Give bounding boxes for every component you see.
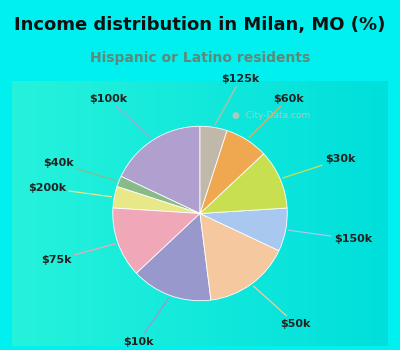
Wedge shape [121, 126, 200, 214]
Wedge shape [200, 131, 264, 214]
Wedge shape [200, 154, 287, 214]
Wedge shape [117, 176, 200, 214]
Text: $60k: $60k [249, 93, 304, 138]
Text: Income distribution in Milan, MO (%): Income distribution in Milan, MO (%) [14, 16, 386, 34]
Text: $75k: $75k [41, 244, 115, 265]
Text: $10k: $10k [123, 298, 169, 346]
Text: ●  City-Data.com: ● City-Data.com [232, 111, 310, 120]
Text: $100k: $100k [89, 93, 151, 138]
Text: $50k: $50k [253, 286, 310, 329]
Text: $40k: $40k [43, 158, 116, 181]
Wedge shape [113, 208, 200, 273]
Wedge shape [200, 126, 227, 214]
Text: $150k: $150k [288, 230, 372, 244]
Text: Hispanic or Latino residents: Hispanic or Latino residents [90, 51, 310, 65]
Wedge shape [200, 214, 279, 300]
Text: $125k: $125k [215, 74, 260, 125]
Wedge shape [113, 187, 200, 214]
Text: $30k: $30k [283, 154, 355, 178]
Wedge shape [200, 208, 287, 251]
Wedge shape [136, 214, 211, 301]
Text: $200k: $200k [28, 183, 112, 197]
